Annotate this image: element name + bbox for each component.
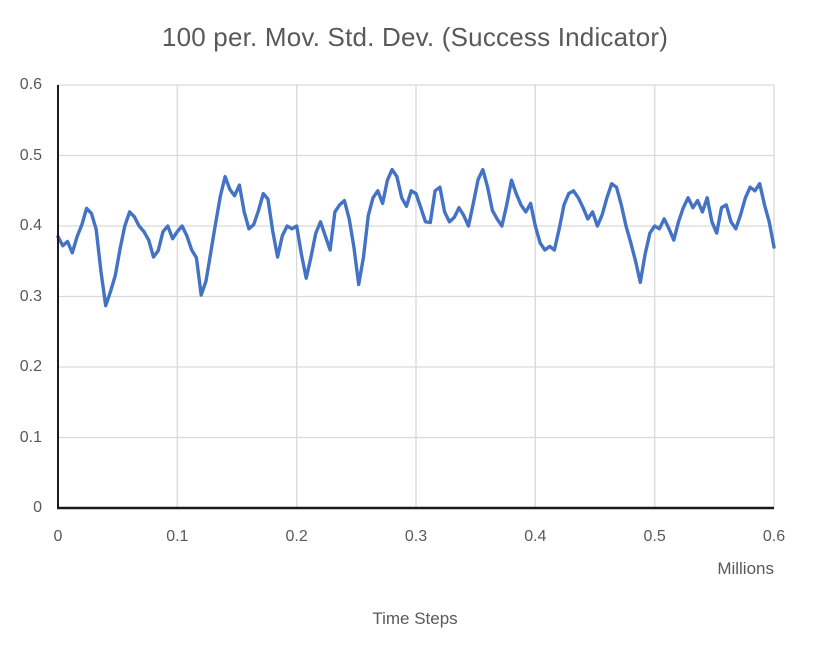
y-axis-tick-label: 0.1: [19, 428, 42, 446]
y-axis-tick-label: 0.3: [19, 287, 42, 305]
x-axis-tick-label: 0.4: [524, 528, 547, 545]
y-axis-tick-label: 0: [33, 499, 42, 516]
x-axis-tick-label: 0.3: [404, 528, 428, 545]
y-axis-tick-label: 0.4: [19, 217, 42, 234]
x-axis-tick-label: 0.1: [166, 528, 189, 545]
x-axis-tick-label: 0: [53, 528, 63, 545]
x-axis-unit-label: Millions: [717, 559, 774, 578]
y-axis-tick-label: 0.6: [19, 76, 42, 93]
series-line: [56, 167, 776, 308]
chart-title: 100 per. Mov. Std. Dev. (Success Indicat…: [161, 22, 669, 52]
x-axis-tick-label: 0.5: [643, 528, 666, 545]
gridlines: [58, 84, 775, 508]
y-axis-tick-label: 0.2: [19, 358, 42, 375]
x-axis-title: Time Steps: [372, 609, 458, 628]
x-axis-tick-label: 0.2: [285, 528, 308, 545]
y-axis-tick-label: 0.5: [19, 146, 42, 164]
x-axis-tick-label: 0.6: [762, 528, 786, 545]
